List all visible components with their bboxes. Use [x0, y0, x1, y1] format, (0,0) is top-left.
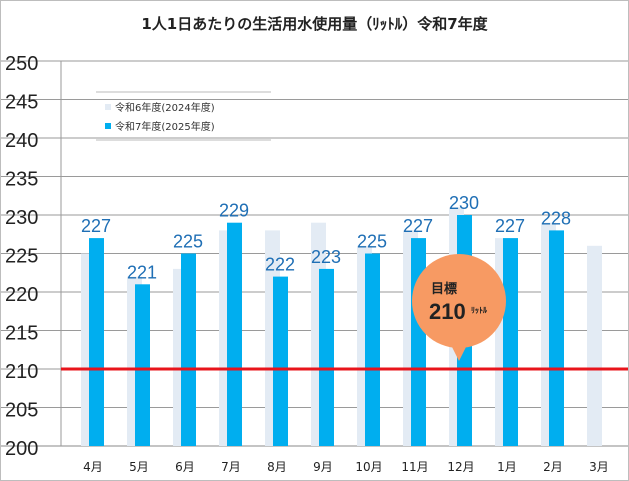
data-label: 227 — [495, 216, 525, 236]
chart-title: 1人1日あたりの生活用水使用量（ﾘｯﾄﾙ）令和7年度 — [141, 15, 488, 33]
bar-2025 — [273, 276, 288, 446]
data-label: 221 — [127, 262, 157, 282]
x-tick-label: 9月 — [313, 460, 333, 474]
target-unit: ﾘｯﾄﾙ — [471, 306, 488, 315]
y-tick-label: 220 — [5, 284, 38, 306]
legend-swatch — [105, 123, 111, 129]
bar-2025 — [135, 284, 150, 446]
y-tick-label: 240 — [5, 130, 38, 152]
data-label: 223 — [311, 247, 341, 267]
data-label: 227 — [81, 216, 111, 236]
bar-2025 — [319, 268, 334, 446]
data-label: 230 — [449, 193, 479, 213]
x-tick-label: 7月 — [221, 460, 241, 474]
y-tick-label: 250 — [5, 53, 38, 75]
legend-swatch — [105, 104, 111, 110]
x-tick-label: 4月 — [83, 460, 103, 474]
y-tick-label: 225 — [5, 246, 38, 268]
bar-2025 — [503, 238, 518, 446]
bar-2025 — [549, 230, 564, 446]
x-tick-label: 6月 — [175, 460, 195, 474]
x-tick-label: 5月 — [129, 460, 149, 474]
data-label: 228 — [541, 208, 571, 228]
x-tick-label: 8月 — [267, 460, 287, 474]
target-bubble — [412, 254, 506, 348]
x-tick-label: 11月 — [401, 460, 428, 474]
data-label: 225 — [173, 232, 203, 252]
bar-2025 — [89, 238, 104, 446]
y-tick-label: 205 — [5, 400, 38, 422]
y-tick-label: 235 — [5, 169, 38, 191]
target-value: 210 — [429, 299, 466, 324]
x-tick-label: 2月 — [543, 460, 563, 474]
x-tick-label: 10月 — [355, 460, 382, 474]
x-tick-label: 3月 — [589, 460, 609, 474]
y-tick-label: 210 — [5, 361, 38, 383]
x-tick-label: 1月 — [497, 460, 517, 474]
y-tick-label: 230 — [5, 207, 38, 229]
data-label: 225 — [357, 232, 387, 252]
y-tick-label: 200 — [5, 438, 38, 460]
bar-2025 — [181, 253, 196, 446]
data-label: 222 — [265, 255, 295, 275]
x-tick-label: 12月 — [447, 460, 474, 474]
target-label: 目標 — [431, 281, 457, 297]
legend-label: 令和7年度(2025年度) — [115, 120, 215, 133]
bar-2025 — [227, 222, 242, 446]
data-label: 229 — [219, 201, 249, 221]
y-tick-label: 245 — [5, 92, 38, 114]
legend-label: 令和6年度(2024年度) — [115, 101, 215, 114]
bar-2025 — [411, 238, 426, 446]
bar-2024 — [587, 245, 602, 446]
data-label: 227 — [403, 216, 433, 236]
bar-2025 — [365, 253, 380, 446]
y-tick-label: 215 — [5, 323, 38, 345]
